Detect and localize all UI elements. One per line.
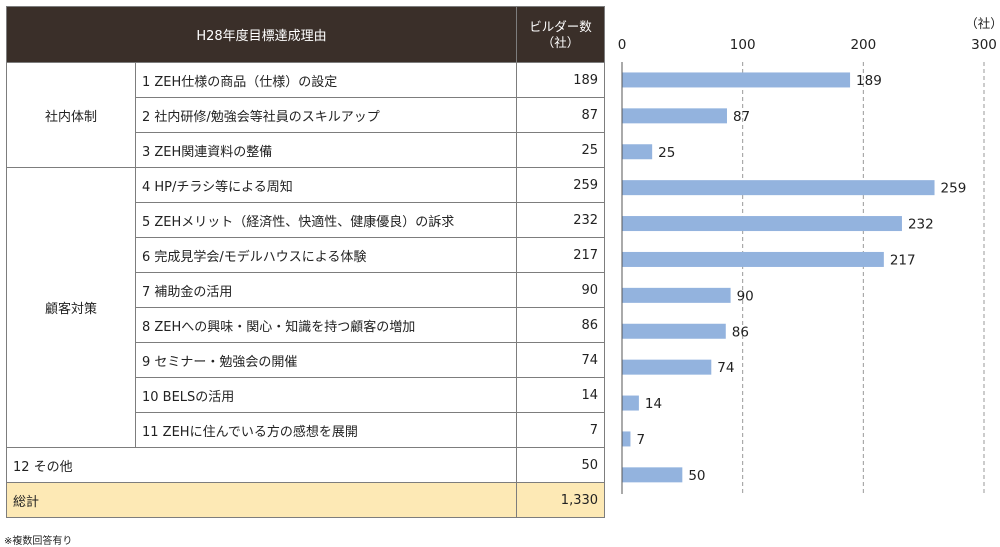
bar-value-label: 7 <box>636 432 645 448</box>
table-body: 社内体制 1 ZEH仕様の商品（仕様）の設定 189 2 社内研修/勉強会等社員のスキ… <box>5 62 606 518</box>
reason-column-header: H28年度目標達成理由 <box>5 6 518 63</box>
builder-count: 14 <box>516 377 606 413</box>
builder-count: 25 <box>516 132 606 168</box>
table-row: 10 BELSの活用 14 <box>7 377 606 413</box>
group-label: 社内体制 <box>6 62 136 168</box>
bar-value-label: 86 <box>732 324 749 340</box>
reason-label: 1 ZEH仕様の商品（仕様）の設定 <box>134 62 518 98</box>
bar-value-label: 25 <box>658 145 675 161</box>
reason-label: 4 HP/チラシ等による周知 <box>134 167 518 203</box>
reason-label: 9 セミナー・勉強会の開催 <box>134 342 518 378</box>
bar-value-label: 74 <box>717 360 734 376</box>
table-row: 9 セミナー・勉強会の開催 74 <box>7 342 606 378</box>
bar <box>622 108 727 124</box>
tick-label: 100 <box>730 37 756 53</box>
bar-value-label: 90 <box>737 288 754 304</box>
tick-label: 200 <box>850 37 876 53</box>
bar <box>622 180 935 196</box>
builder-count: 87 <box>516 97 606 133</box>
table-row: 社内体制 1 ZEH仕様の商品（仕様）の設定 189 <box>6 62 606 168</box>
bar-value-label: 259 <box>941 181 967 197</box>
table-row: 5 ZEHメリット（経済性、快適性、健康優良）の訴求 232 <box>7 202 606 238</box>
bar <box>622 251 884 267</box>
builder-count: 90 <box>516 272 606 308</box>
table-header-row: H28年度目標達成理由 ビルダー数 （社） <box>5 6 606 63</box>
builder-count: 217 <box>516 237 606 273</box>
total-row: 総計 1,330 <box>5 482 606 518</box>
bar-value-label: 14 <box>645 396 662 412</box>
bar <box>622 323 726 339</box>
bar-value-label: 232 <box>908 217 934 233</box>
table-row: 6 完成見学会/モデルハウスによる体験 217 <box>7 237 606 273</box>
bar <box>622 467 683 483</box>
reason-label: 5 ZEHメリット（経済性、快適性、健康優良）の訴求 <box>134 202 518 238</box>
bar <box>622 395 639 411</box>
total-count: 1,330 <box>516 482 606 518</box>
unit-label: （社） <box>965 16 1000 31</box>
footnote: ※複数回答有り <box>4 536 73 547</box>
reasons-table: H28年度目標達成理由 ビルダー数 （社） 社内体制 1 ZEH仕様の商品（仕様）… <box>5 6 606 518</box>
bar-value-label: 50 <box>688 468 705 484</box>
bar <box>622 359 712 375</box>
bar-value-label: 87 <box>733 109 750 125</box>
reason-label: 6 完成見学会/モデルハウスによる体験 <box>134 237 518 273</box>
total-label: 総計 <box>5 482 518 518</box>
bar-value-label: 189 <box>856 73 882 89</box>
table-row: 8 ZEHへの興味・関心・知識を持つ顧客の増加 86 <box>7 307 606 343</box>
bar <box>622 72 851 88</box>
bar <box>622 287 731 303</box>
bar <box>622 216 902 232</box>
table-row: 2 社内研修/勉強会等社員のスキルアップ 87 <box>7 97 606 133</box>
count-column-header: ビルダー数 （社） <box>516 6 606 63</box>
tick-label: 0 <box>618 37 627 53</box>
count-header-line1: ビルダー数 <box>529 18 592 34</box>
count-header-line2: （社） <box>541 34 580 50</box>
bar-value-label: 217 <box>890 252 916 268</box>
bar <box>622 431 631 447</box>
bar <box>622 144 653 160</box>
tick-label: 300 <box>971 37 997 53</box>
reason-label: 8 ZEHへの興味・関心・知識を持つ顧客の増加 <box>134 307 518 343</box>
reason-label: 2 社内研修/勉強会等社員のスキルアップ <box>134 97 518 133</box>
group-label: 顧客対策 <box>6 167 136 448</box>
